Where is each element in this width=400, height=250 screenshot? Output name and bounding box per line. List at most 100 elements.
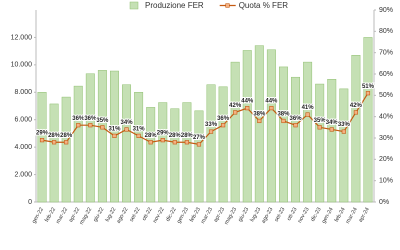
data-label: 42%: [350, 103, 363, 109]
marker: [305, 112, 310, 117]
bar: [339, 88, 349, 203]
marker: [172, 140, 177, 145]
bar: [49, 103, 59, 203]
y-tick-label: 0: [28, 199, 32, 206]
y2-tick-label: 30%: [379, 135, 393, 142]
y-tick-label: 4.000: [14, 144, 32, 151]
x-tick-label: nov-22: [152, 207, 166, 225]
x-tick-label: set-22: [129, 207, 142, 223]
bar: [278, 66, 288, 203]
bar: [363, 37, 373, 203]
x-tick-label: set-23: [274, 207, 287, 223]
x-tick-label: ott-23: [286, 207, 298, 222]
x-tick-label: gen-23: [176, 207, 190, 225]
data-label: 31%: [108, 126, 121, 132]
marker: [233, 110, 238, 115]
x-tick-label: nov-23: [297, 207, 311, 225]
y-tick-label: 10.000: [11, 62, 33, 69]
x-tick-label: apr-24: [358, 207, 371, 224]
bar: [327, 79, 337, 203]
data-label: 44%: [265, 99, 278, 105]
marker: [245, 106, 250, 111]
x-tick-label: ago-22: [116, 207, 130, 225]
marker: [100, 125, 105, 130]
marker: [136, 133, 141, 138]
data-label: 28%: [48, 133, 61, 139]
x-tick-label: mar-23: [200, 207, 214, 225]
data-label: 35%: [96, 118, 109, 124]
x-tick-label: giu-22: [93, 207, 106, 223]
y-tick-label: 2.000: [14, 171, 32, 178]
marker: [269, 106, 274, 111]
legend-swatch: [225, 3, 230, 8]
marker: [317, 125, 322, 130]
bar: [37, 92, 47, 203]
bar: [291, 76, 301, 203]
y2-tick-label: 0%: [379, 199, 389, 206]
x-tick-label: ago-23: [261, 207, 275, 225]
marker: [64, 140, 69, 145]
y2-tick-label: 80%: [379, 28, 393, 35]
marker: [88, 123, 93, 128]
bar: [61, 96, 71, 203]
marker: [221, 123, 226, 128]
y2-tick-label: 50%: [379, 92, 393, 99]
data-label: 33%: [205, 122, 218, 128]
data-label: 28%: [181, 133, 194, 139]
y2-tick-label: 40%: [379, 114, 393, 121]
x-tick-label: gen-22: [31, 207, 45, 225]
line: [41, 92, 369, 146]
data-label: 36%: [290, 116, 303, 122]
y2-tick-label: 90%: [379, 7, 393, 14]
marker: [341, 129, 346, 134]
y-tick-label: 8.000: [14, 89, 32, 96]
bar: [218, 86, 228, 203]
legend-label: Quota % FER: [239, 1, 289, 10]
data-label: 38%: [253, 112, 266, 118]
marker: [160, 138, 165, 143]
marker: [112, 133, 117, 138]
y2-tick-label: 10%: [379, 178, 393, 185]
marker: [281, 118, 286, 124]
data-label: 36%: [84, 116, 97, 122]
x-tick-label: mar-22: [55, 207, 69, 225]
legend-label: Produzione FER: [145, 1, 204, 10]
bar: [351, 55, 361, 203]
y2-tick-label: 60%: [379, 71, 393, 78]
marker: [293, 123, 298, 128]
data-label: 28%: [169, 133, 182, 139]
y-tick-label: 12.000: [11, 34, 33, 41]
data-label: 34%: [326, 120, 339, 126]
data-label: 36%: [72, 116, 85, 122]
data-label: 38%: [277, 112, 290, 118]
data-label: 35%: [314, 118, 327, 124]
x-tick-label: giu-23: [237, 207, 250, 223]
data-label: 51%: [362, 84, 375, 90]
legend-swatch: [129, 1, 139, 10]
marker: [52, 140, 57, 145]
y2-tick-label: 20%: [379, 156, 393, 163]
marker: [148, 140, 153, 145]
data-label: 34%: [121, 120, 134, 126]
marker: [353, 110, 358, 115]
bar: [97, 70, 107, 203]
x-tick-label: mar-24: [345, 207, 359, 225]
x-tick-label: ott-22: [141, 207, 153, 222]
marker: [365, 91, 371, 96]
bar: [266, 49, 276, 203]
marker: [39, 138, 45, 143]
data-label: 42%: [229, 103, 242, 109]
marker: [124, 127, 129, 132]
data-label: 33%: [338, 122, 351, 128]
marker: [76, 123, 81, 128]
bar: [158, 102, 168, 203]
bar: [206, 84, 216, 203]
marker: [208, 129, 214, 134]
bar: [230, 61, 240, 203]
bar: [85, 73, 95, 203]
bar: [146, 107, 156, 203]
marker: [329, 127, 334, 132]
bar: [242, 50, 252, 203]
bar: [182, 102, 192, 203]
